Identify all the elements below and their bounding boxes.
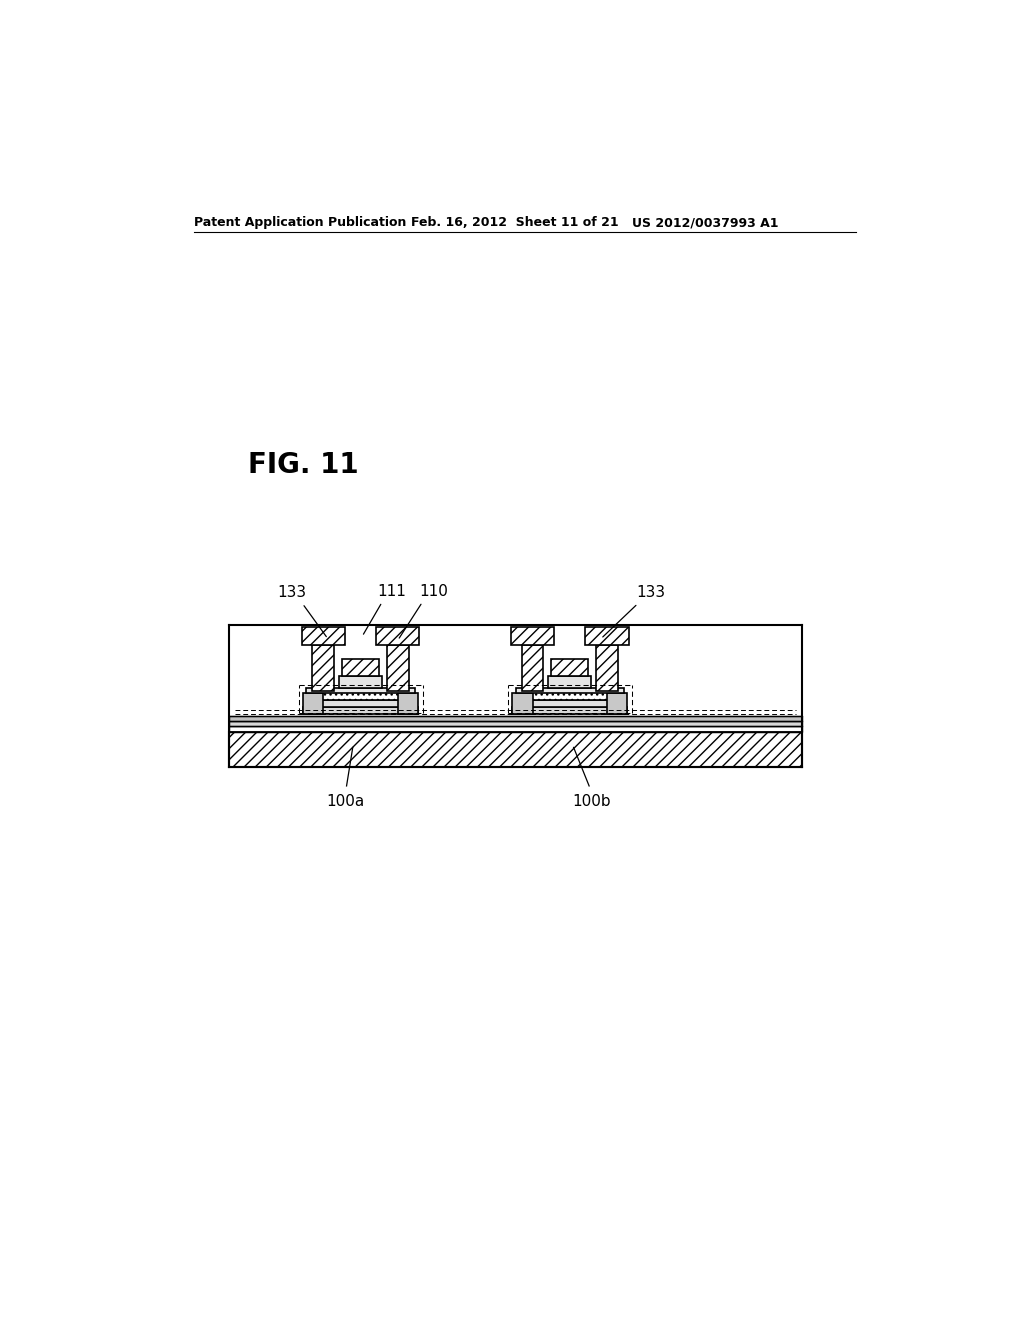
Text: Patent Application Publication: Patent Application Publication [194,216,407,230]
Bar [302,627,345,645]
Bar [322,692,399,700]
Bar [228,715,802,721]
Text: 100a: 100a [326,793,365,809]
Bar [306,688,415,693]
Text: FIG. 11: FIG. 11 [248,451,358,479]
Text: 133: 133 [637,585,666,601]
Bar [512,706,627,714]
Bar [548,676,592,688]
Bar [311,700,410,706]
Bar [376,627,420,645]
Bar [521,645,544,692]
Bar [342,659,379,676]
Bar [228,721,802,726]
Text: 110: 110 [420,583,449,599]
Text: 100b: 100b [572,793,610,809]
Bar [586,627,629,645]
Bar [228,726,802,733]
Bar [312,645,334,692]
Bar [303,693,324,714]
Bar [520,700,620,706]
Bar [303,706,418,714]
Bar [551,659,589,676]
Text: Feb. 16, 2012  Sheet 11 of 21: Feb. 16, 2012 Sheet 11 of 21 [411,216,618,230]
Bar [511,627,554,645]
Bar [339,676,382,688]
Text: 111: 111 [377,583,406,599]
Bar [387,645,409,692]
Bar [531,692,608,700]
Bar [230,626,801,766]
Bar [397,693,418,714]
Text: 133: 133 [278,585,307,601]
Bar [515,688,624,693]
Bar [512,693,532,714]
Bar [596,645,617,692]
Bar [228,733,802,767]
Text: US 2012/0037993 A1: US 2012/0037993 A1 [632,216,778,230]
Bar [607,693,627,714]
